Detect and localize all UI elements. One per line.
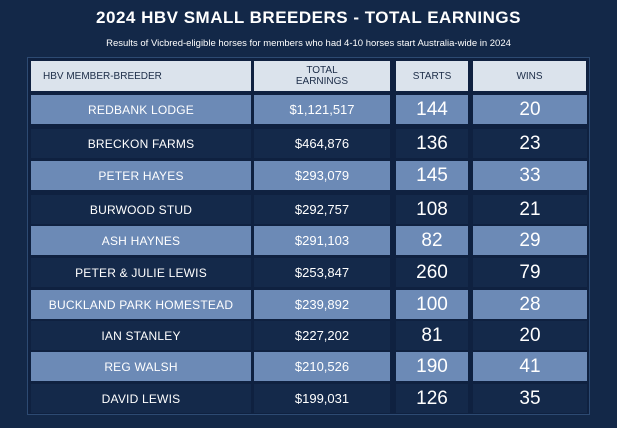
earnings-cell: $199,031 (254, 384, 390, 413)
breeder-cell: PETER & JULIE LEWIS (31, 258, 251, 287)
column-header-earnings: TOTAL EARNINGS (254, 61, 390, 91)
starts-cell: 260 (396, 258, 468, 287)
column-header-breeder-label: HBV MEMBER-BREEDER (43, 70, 162, 82)
earnings-cell: $253,847 (254, 258, 390, 287)
wins-cell: 23 (473, 129, 587, 158)
wins-cell: 29 (473, 226, 587, 255)
wins-cell: 28 (473, 290, 587, 319)
column-header-earnings-label: TOTAL EARNINGS (296, 65, 348, 87)
earnings-cell: $292,757 (254, 195, 390, 224)
starts-cell: 136 (396, 129, 468, 158)
page-subtitle: Results of Vicbred-eligible horses for m… (106, 38, 511, 49)
earnings-cell: $293,079 (254, 161, 390, 190)
breeder-cell: REG WALSH (31, 352, 251, 381)
breeder-cell: IAN STANLEY (31, 321, 251, 350)
table-row: BURWOOD STUD $292,757 108 21 (31, 195, 587, 224)
starts-cell: 81 (396, 321, 468, 350)
table-row: PETER HAYES $293,079 145 33 (31, 161, 587, 190)
breeder-cell: BRECKON FARMS (31, 129, 251, 158)
page-title: 2024 HBV SMALL BREEDERS - TOTAL EARNINGS (96, 8, 521, 27)
column-header-earnings-line2: EARNINGS (295, 76, 349, 87)
table-row: REDBANK LODGE $1,121,517 144 20 (31, 95, 587, 124)
table-row: IAN STANLEY $227,202 81 20 (31, 321, 587, 350)
table-row: REG WALSH $210,526 190 41 (31, 352, 587, 381)
starts-cell: 190 (396, 352, 468, 381)
wins-cell: 79 (473, 258, 587, 287)
table-row: ASH HAYNES $291,103 82 29 (31, 226, 587, 255)
breeder-cell: REDBANK LODGE (31, 95, 251, 124)
starts-cell: 145 (396, 161, 468, 190)
column-header-starts-label: STARTS (412, 70, 452, 82)
wins-cell: 35 (473, 384, 587, 413)
starts-cell: 100 (396, 290, 468, 319)
earnings-cell: $210,526 (254, 352, 390, 381)
table-row: DAVID LEWIS $199,031 126 35 (31, 384, 587, 413)
starts-cell: 126 (396, 384, 468, 413)
starts-cell: 144 (396, 95, 468, 124)
wins-cell: 20 (473, 95, 587, 124)
earnings-cell: $239,892 (254, 290, 390, 319)
earnings-cell: $291,103 (254, 226, 390, 255)
breeder-cell: ASH HAYNES (31, 226, 251, 255)
table-row: PETER & JULIE LEWIS $253,847 260 79 (31, 258, 587, 287)
breeder-cell: PETER HAYES (31, 161, 251, 190)
starts-cell: 108 (396, 195, 468, 224)
column-header-wins-label: WINS (516, 70, 543, 82)
wins-cell: 41 (473, 352, 587, 381)
table-row: BRECKON FARMS $464,876 136 23 (31, 129, 587, 158)
column-header-earnings-line1: TOTAL (306, 65, 338, 76)
earnings-cell: $1,121,517 (254, 95, 390, 124)
earnings-cell: $227,202 (254, 321, 390, 350)
breeder-cell: BURWOOD STUD (31, 195, 251, 224)
earnings-cell: $464,876 (254, 129, 390, 158)
breeder-cell: BUCKLAND PARK HOMESTEAD (31, 290, 251, 319)
breeder-cell: DAVID LEWIS (31, 384, 251, 413)
column-header-starts: STARTS (396, 61, 468, 91)
wins-cell: 21 (473, 195, 587, 224)
column-header-breeder: HBV MEMBER-BREEDER (31, 61, 251, 91)
column-header-wins: WINS (473, 61, 586, 91)
wins-cell: 20 (473, 321, 587, 350)
starts-cell: 82 (396, 226, 468, 255)
wins-cell: 33 (473, 161, 587, 190)
table-row: BUCKLAND PARK HOMESTEAD $239,892 100 28 (31, 290, 587, 319)
